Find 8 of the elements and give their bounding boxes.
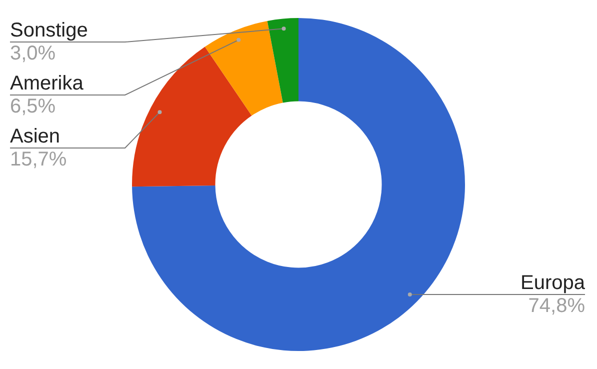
slice-label: Sonstige [10, 20, 88, 42]
slice-label: Amerika [10, 72, 84, 95]
data-label: 74,8% [528, 294, 586, 317]
slice-label: Asien [10, 126, 60, 148]
slice-label: Europa [520, 272, 586, 294]
data-label: 3,0% [10, 42, 56, 65]
data-label: 6,5% [10, 96, 56, 118]
data-label: 15,7% [10, 148, 67, 171]
